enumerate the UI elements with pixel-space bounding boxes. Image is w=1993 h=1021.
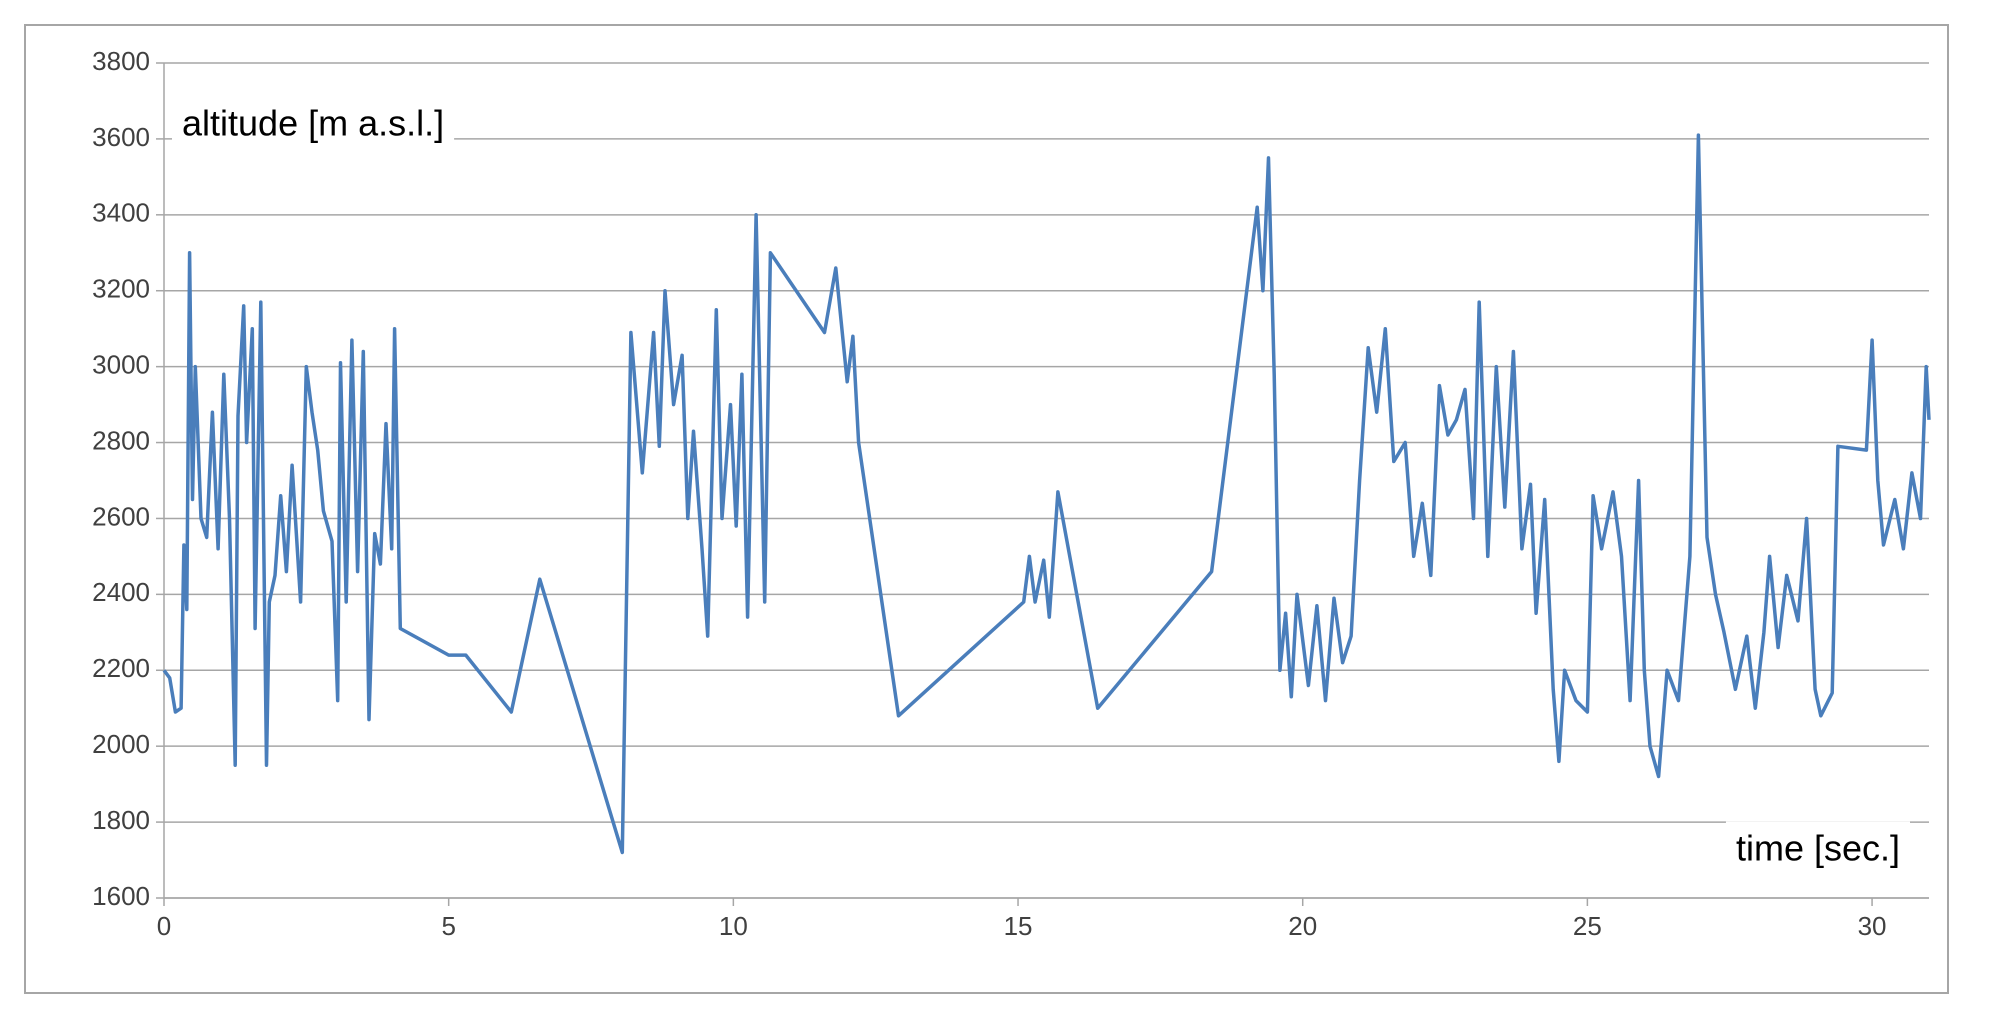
- y-axis-label-bg: [172, 96, 455, 150]
- y-tick-label: 3400: [92, 198, 150, 228]
- chart-border: [24, 24, 1949, 994]
- y-tick-label: 2600: [92, 501, 150, 531]
- x-tick-label: 5: [441, 911, 455, 941]
- y-tick-label: 1600: [92, 881, 150, 911]
- x-tick-label: 25: [1573, 911, 1602, 941]
- x-tick-label: 0: [157, 911, 171, 941]
- x-axis-label: time [sec.]: [1736, 828, 1900, 869]
- plot: [162, 133, 1931, 855]
- y-tick-label: 2400: [92, 577, 150, 607]
- x-axis-label-bg: [1725, 821, 1910, 875]
- data-line: [162, 133, 1931, 855]
- labels: 1600 1800 2000 2200 2400 2600 2800 3000 3200 3400…: [92, 46, 1910, 941]
- y-tick-label: 3600: [92, 122, 150, 152]
- y-tick-label: 3800: [92, 46, 150, 76]
- y-tick-label: 2800: [92, 425, 150, 455]
- grid: [156, 62, 1929, 906]
- x-tick-label: 20: [1288, 911, 1317, 941]
- y-tick-label: 3200: [92, 274, 150, 304]
- y-tick-label: 1800: [92, 805, 150, 835]
- x-tick-label: 30: [1858, 911, 1887, 941]
- x-tick-label: 15: [1004, 911, 1033, 941]
- y-axis-label: altitude [m a.s.l.]: [182, 103, 444, 144]
- y-tick-label: 3000: [92, 350, 150, 380]
- y-tick-label: 2000: [92, 729, 150, 759]
- y-tick-label: 2200: [92, 653, 150, 683]
- x-tick-label: 10: [719, 911, 748, 941]
